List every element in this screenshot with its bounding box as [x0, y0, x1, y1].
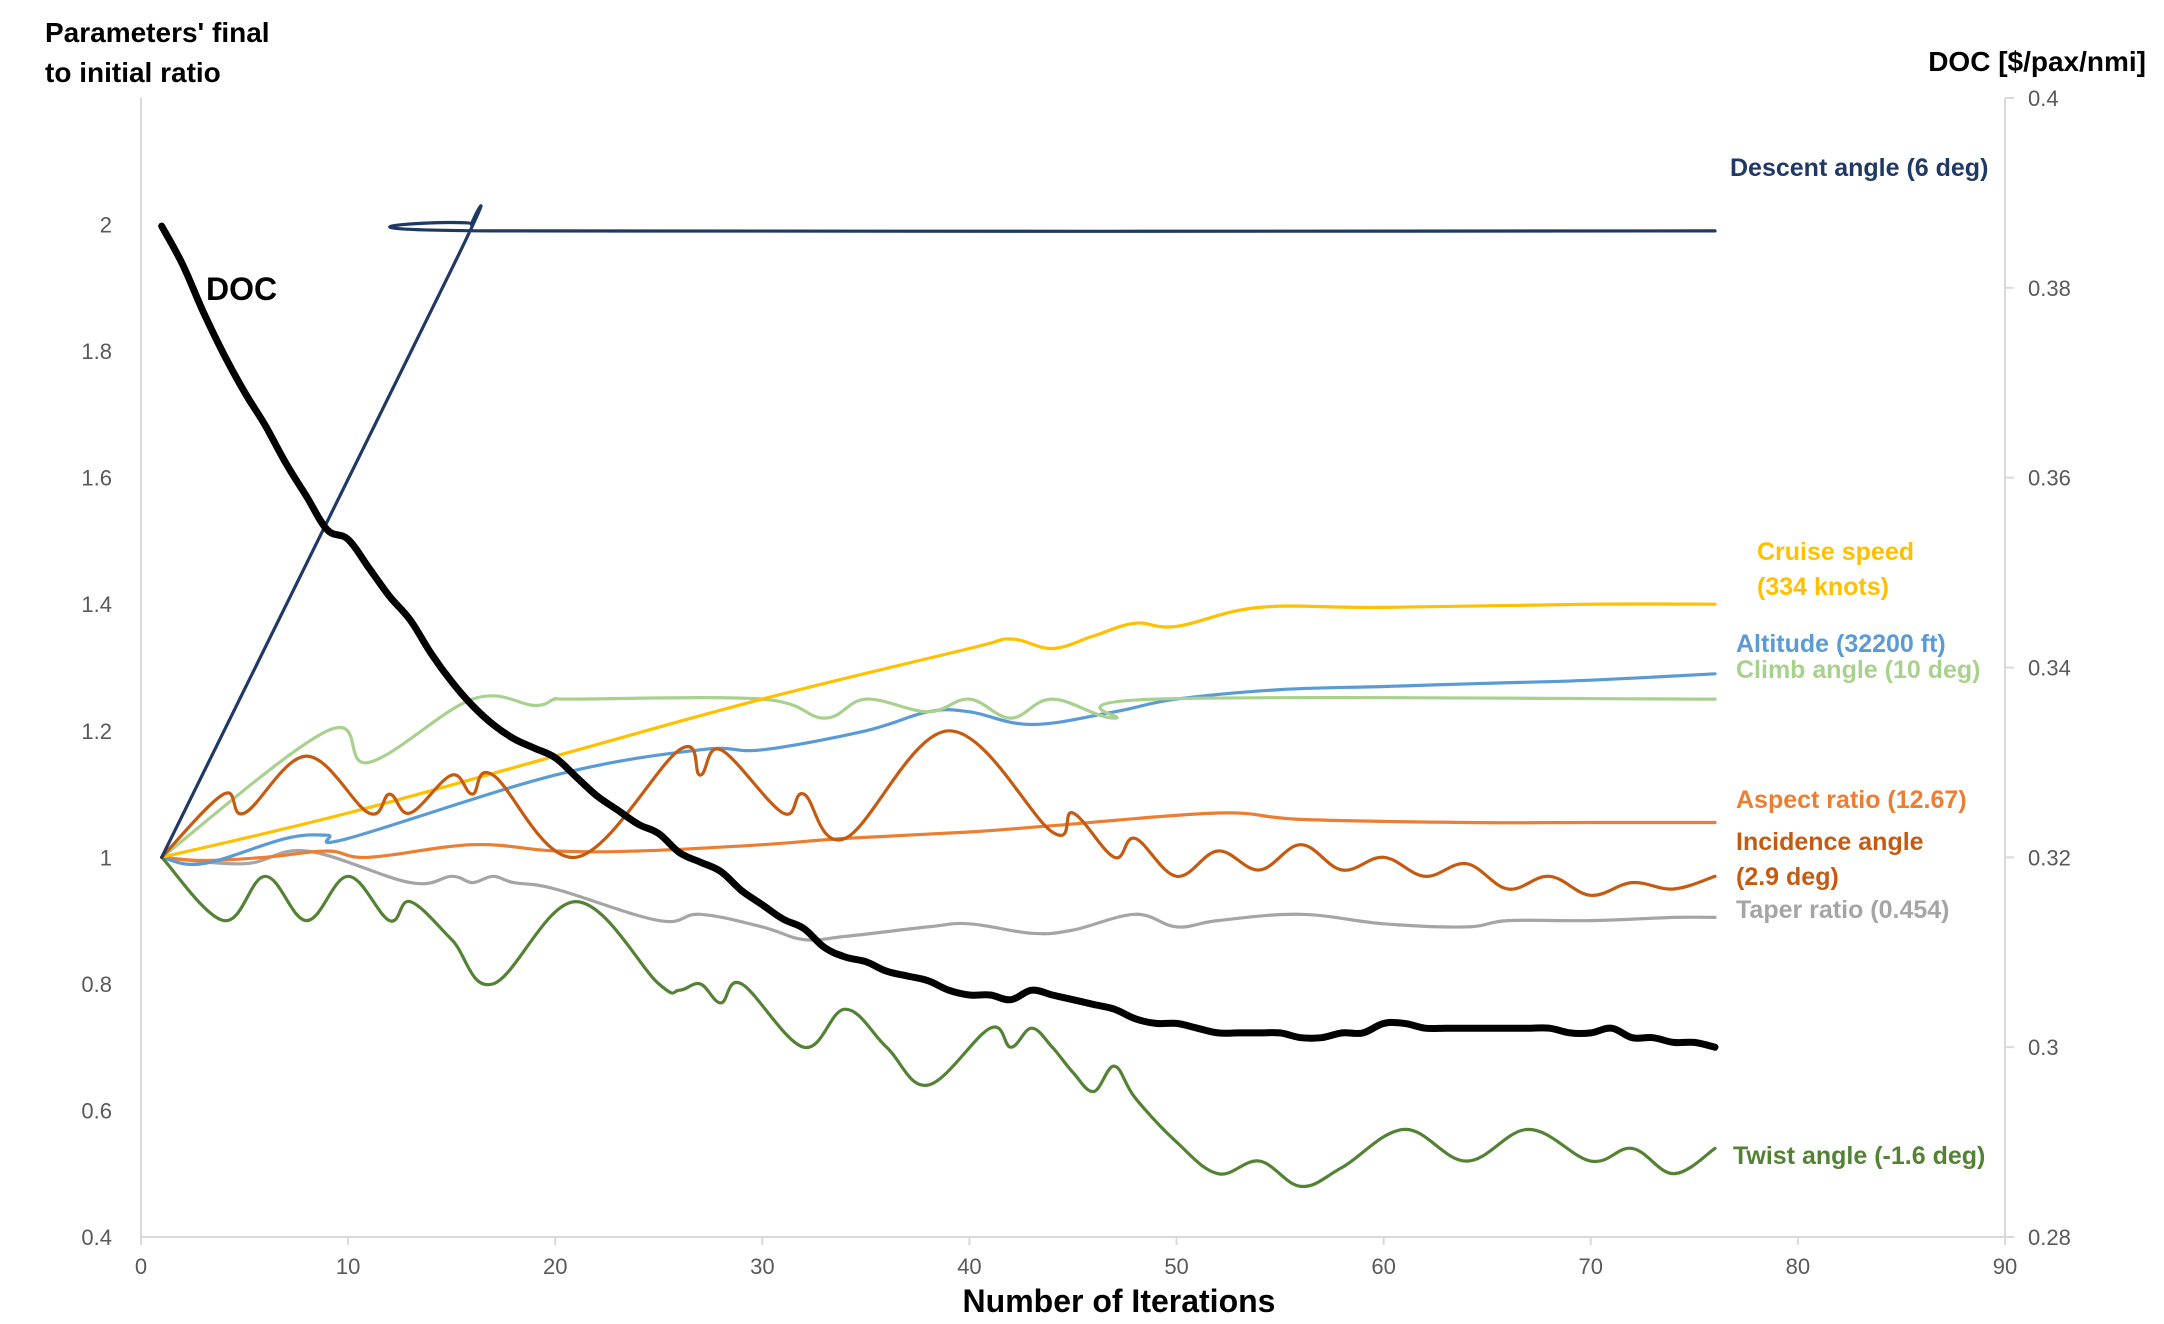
x-tick-label: 60 — [1371, 1254, 1395, 1279]
left-y-tick-label: 1.8 — [81, 339, 112, 364]
taper-ratio-0-454-series-line — [160, 848, 1717, 942]
twist-angle-1-6-deg-label: Twist angle (-1.6 deg) — [1733, 1142, 1985, 1170]
aspect-ratio-12-67-series-line — [160, 811, 1717, 863]
right-y-axis-tick-labels: 0.28 0.3 0.32 0.34 0.36 0.38 0.4 — [2005, 86, 2071, 1250]
x-axis-title: Number of Iterations — [963, 1283, 1276, 1319]
altitude-32200-ft-series-line — [160, 672, 1717, 867]
cruise-speed-label: (334 knots) — [1757, 573, 1889, 601]
left-y-axis-title-line2: to initial ratio — [45, 57, 221, 88]
x-axis-tick-labels: 0 10 20 30 40 50 60 70 80 90 — [135, 1237, 2017, 1279]
right-y-tick-label: 0.34 — [2028, 656, 2071, 681]
right-y-tick-label: 0.36 — [2028, 466, 2071, 491]
doc-series-line — [158, 222, 1719, 1051]
right-y-axis-title: DOC [$/pax/nmi] — [1928, 46, 2146, 77]
series-lines — [158, 204, 1719, 1189]
descent-angle-6-deg-label: Descent angle (6 deg) — [1730, 154, 1988, 182]
incidence-angle-2-9-deg-series-line — [160, 729, 1717, 897]
left-y-tick-label: 0.8 — [81, 972, 112, 997]
right-y-tick-label: 0.38 — [2028, 276, 2071, 301]
series-labels: DOC Descent angle (6 deg) Cruise speed (334… — [206, 154, 1988, 1170]
left-y-tick-label: 1.4 — [81, 592, 112, 617]
incidence-angle-label: (2.9 deg) — [1736, 863, 1839, 891]
left-y-axis-tick-labels: 0.4 0.6 0.8 1 1.2 1.4 1.6 1.8 2 — [81, 213, 112, 1250]
left-y-tick-label: 1.2 — [81, 719, 112, 744]
climb-angle-10-deg-label: Climb angle (10 deg) — [1736, 656, 1980, 684]
x-tick-label: 40 — [957, 1254, 981, 1279]
x-tick-label: 30 — [750, 1254, 774, 1279]
right-y-tick-label: 0.4 — [2028, 86, 2059, 111]
left-y-axis-title-line1: Parameters' final — [45, 17, 270, 48]
left-y-tick-label: 1 — [100, 845, 112, 870]
twist-angle-1-6-deg-series-line — [160, 855, 1717, 1189]
taper-ratio-0-454-label: Taper ratio (0.454) — [1736, 896, 1950, 924]
x-tick-label: 20 — [543, 1254, 567, 1279]
incidence-angle-label: Incidence angle — [1736, 828, 1924, 856]
right-y-tick-label: 0.32 — [2028, 845, 2071, 870]
x-tick-label: 10 — [336, 1254, 360, 1279]
left-y-tick-label: 1.6 — [81, 466, 112, 491]
x-tick-label: 90 — [1993, 1254, 2017, 1279]
left-y-tick-label: 2 — [100, 213, 112, 238]
climb-angle-10-deg-series-line — [160, 694, 1717, 859]
cruise-speed-334-knots-series-line — [160, 602, 1717, 859]
descent-angle-6-deg-series-line — [160, 204, 1717, 859]
left-y-tick-label: 0.4 — [81, 1225, 112, 1250]
x-tick-label: 0 — [135, 1254, 147, 1279]
x-tick-label: 70 — [1579, 1254, 1603, 1279]
aspect-ratio-12-67-label: Aspect ratio (12.67) — [1736, 786, 1967, 814]
x-tick-label: 80 — [1786, 1254, 1810, 1279]
cruise-speed-label: Cruise speed — [1757, 538, 1914, 566]
altitude-32200-ft-label: Altitude (32200 ft) — [1736, 630, 1946, 658]
left-y-tick-label: 0.6 — [81, 1098, 112, 1123]
x-tick-label: 50 — [1164, 1254, 1188, 1279]
doc-annotation-label: DOC — [206, 271, 277, 307]
right-y-tick-label: 0.3 — [2028, 1035, 2059, 1060]
right-y-tick-label: 0.28 — [2028, 1225, 2071, 1250]
